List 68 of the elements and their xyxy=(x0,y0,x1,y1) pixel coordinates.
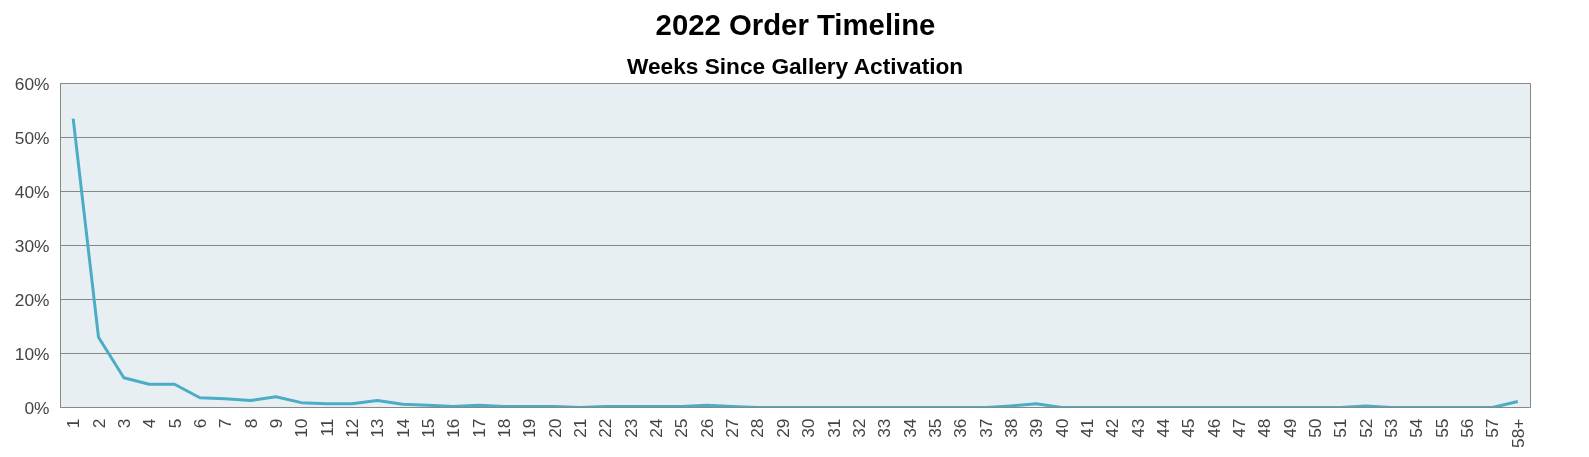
x-tick-label: 24 xyxy=(646,418,667,438)
x-tick-label: 8 xyxy=(240,418,261,429)
x-tick-label: 34 xyxy=(899,418,920,438)
x-tick-label: 27 xyxy=(722,418,743,438)
x-tick-label: 54 xyxy=(1406,418,1427,438)
x-tick-label: 32 xyxy=(848,418,869,438)
x-tick-label: 4 xyxy=(139,418,160,429)
x-tick-label: 29 xyxy=(772,418,793,438)
x-tick-label: 26 xyxy=(696,418,717,438)
y-tick-label: 50% xyxy=(14,127,50,148)
x-tick-label: 49 xyxy=(1279,418,1300,438)
x-tick-label: 2 xyxy=(88,418,109,429)
x-tick-label: 55 xyxy=(1431,418,1452,438)
y-tick-label: 10% xyxy=(14,343,50,364)
x-tick-label: 47 xyxy=(1229,418,1250,438)
x-tick-label: 36 xyxy=(950,418,971,438)
x-tick-label: 6 xyxy=(189,418,210,429)
x-tick-label: 9 xyxy=(265,418,286,429)
x-tick-label: 39 xyxy=(1026,418,1047,438)
x-tick-label: 31 xyxy=(823,418,844,438)
x-tick-label: 37 xyxy=(975,418,996,438)
x-tick-label: 33 xyxy=(874,418,895,438)
x-tick-label: 41 xyxy=(1076,418,1097,438)
x-tick-label: 40 xyxy=(1051,418,1072,438)
x-tick-label: 45 xyxy=(1178,418,1199,438)
x-tick-label: 15 xyxy=(418,418,438,438)
x-tick-label: 51 xyxy=(1330,418,1351,438)
x-tick-label: 22 xyxy=(595,418,616,438)
x-tick-label: 50 xyxy=(1305,418,1326,438)
x-tick-label: 18 xyxy=(494,418,515,438)
x-tick-label: 42 xyxy=(1102,418,1123,438)
x-tick-label: 56 xyxy=(1457,418,1478,438)
y-tick-label: 20% xyxy=(14,289,50,310)
x-tick-label: 16 xyxy=(443,418,464,438)
x-tick-label: 10 xyxy=(291,418,312,438)
x-tick-label: 52 xyxy=(1355,418,1376,438)
x-tick-label: 30 xyxy=(798,418,819,438)
x-tick-label: 46 xyxy=(1203,418,1224,438)
y-tick-label: 60% xyxy=(14,73,50,94)
x-tick-label: 11 xyxy=(316,418,337,437)
y-tick-label: 0% xyxy=(24,397,50,418)
x-tick-label: 43 xyxy=(1127,418,1148,438)
x-tick-label: 7 xyxy=(215,418,236,429)
x-tick-label: 3 xyxy=(113,418,134,429)
x-tick-label: 53 xyxy=(1381,418,1402,438)
x-tick-label: 14 xyxy=(392,418,413,438)
x-tick-label: 35 xyxy=(924,418,945,438)
x-tick-label: 57 xyxy=(1482,418,1503,438)
x-tick-label: 25 xyxy=(671,418,692,438)
x-tick-label: 38 xyxy=(1000,418,1021,438)
x-tick-label: 17 xyxy=(468,418,489,438)
x-tick-label: 19 xyxy=(519,418,540,438)
x-tick-label: 28 xyxy=(747,418,768,438)
x-tick-label: 1 xyxy=(63,418,84,429)
y-tick-label: 40% xyxy=(14,181,50,202)
x-tick-label: 44 xyxy=(1153,418,1173,438)
x-tick-label: 23 xyxy=(620,418,641,438)
x-tick-label: 58+ xyxy=(1507,418,1528,448)
x-tick-label: 13 xyxy=(367,418,388,438)
x-tick-label: 12 xyxy=(341,418,362,438)
chart-subtitle: Weeks Since Gallery Activation xyxy=(626,52,964,79)
x-tick-label: 48 xyxy=(1254,418,1275,438)
x-tick-label: 21 xyxy=(570,418,591,438)
y-tick-label: 30% xyxy=(14,235,50,256)
line-series xyxy=(71,117,1520,408)
chart-title: 2022 Order Timeline xyxy=(655,7,936,41)
x-tick-label: 5 xyxy=(164,418,185,429)
x-tick-label: 20 xyxy=(544,418,565,438)
